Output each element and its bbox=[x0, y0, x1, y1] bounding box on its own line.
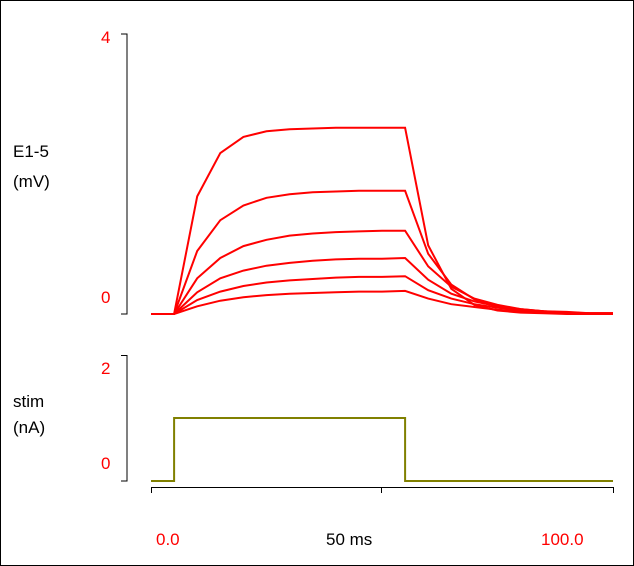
voltage-y-label-line2: (mV) bbox=[13, 172, 50, 191]
voltage-trace-6 bbox=[151, 289, 613, 315]
voltage-trace-1 bbox=[151, 126, 613, 315]
voltage-y-label-line1: E1-5 bbox=[13, 142, 49, 161]
x-tick-label-mid: 50 ms bbox=[326, 530, 372, 549]
voltage-traces bbox=[151, 126, 613, 315]
x-tick-label-start: 0.0 bbox=[156, 530, 180, 549]
stim-trace-1 bbox=[151, 417, 613, 482]
stim-y-label-line2: (nA) bbox=[13, 418, 45, 437]
voltage-trace-4 bbox=[151, 256, 613, 315]
voltage-y-axis bbox=[121, 33, 128, 315]
x-tick-label-end: 100.0 bbox=[541, 530, 584, 549]
stim-y-axis bbox=[121, 355, 128, 482]
voltage-trace-5 bbox=[151, 275, 613, 315]
voltage-y-tick-bottom: 0 bbox=[101, 288, 110, 307]
time-x-axis bbox=[151, 487, 614, 493]
stim-traces bbox=[151, 417, 613, 482]
stim-y-label-line1: stim bbox=[13, 392, 44, 411]
voltage-y-tick-top: 4 bbox=[101, 28, 110, 47]
stim-y-tick-bottom: 0 bbox=[101, 454, 110, 473]
stim-y-tick-top: 2 bbox=[101, 359, 110, 378]
voltage-trace-2 bbox=[151, 189, 613, 315]
